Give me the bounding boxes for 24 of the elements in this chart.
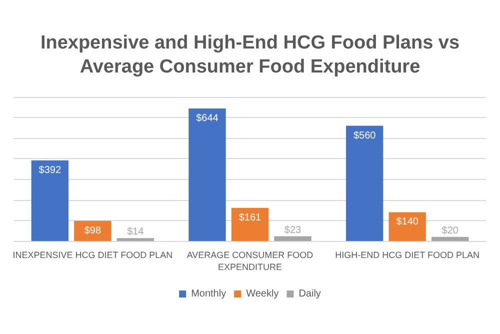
- data-label: $20: [442, 225, 459, 236]
- x-tick-label: AVERAGE CONSUMER FOOD EXPENDITURE: [186, 250, 314, 272]
- legend-label: Weekly: [246, 288, 279, 300]
- chart-title: Inexpensive and High-End HCG Food Plans vs Average Consumer Food Expenditure: [40, 32, 460, 78]
- bar: [31, 160, 68, 241]
- bar: [116, 238, 154, 241]
- bar: [188, 108, 226, 241]
- x-tick-label: INEXPENSIVE HCG DIET FOOD PLAN: [12, 250, 173, 260]
- data-label: $23: [284, 224, 302, 236]
- bar: [274, 236, 312, 241]
- data-label: $14: [127, 226, 144, 238]
- bar: [346, 126, 384, 241]
- legend-label: Daily: [298, 288, 321, 300]
- legend-label: Monthly: [191, 288, 226, 300]
- data-label: $560: [353, 130, 376, 142]
- x-tick-label: HIGH-END HCG DIET FOOD PLAN: [335, 250, 480, 260]
- bar: [388, 212, 426, 241]
- data-label: $392: [38, 164, 62, 176]
- data-label: $98: [84, 225, 102, 236]
- bar: [432, 236, 469, 241]
- data-label: $644: [196, 113, 219, 124]
- data-label: $161: [238, 212, 262, 224]
- bar: [231, 208, 269, 241]
- data-label: $140: [396, 216, 419, 228]
